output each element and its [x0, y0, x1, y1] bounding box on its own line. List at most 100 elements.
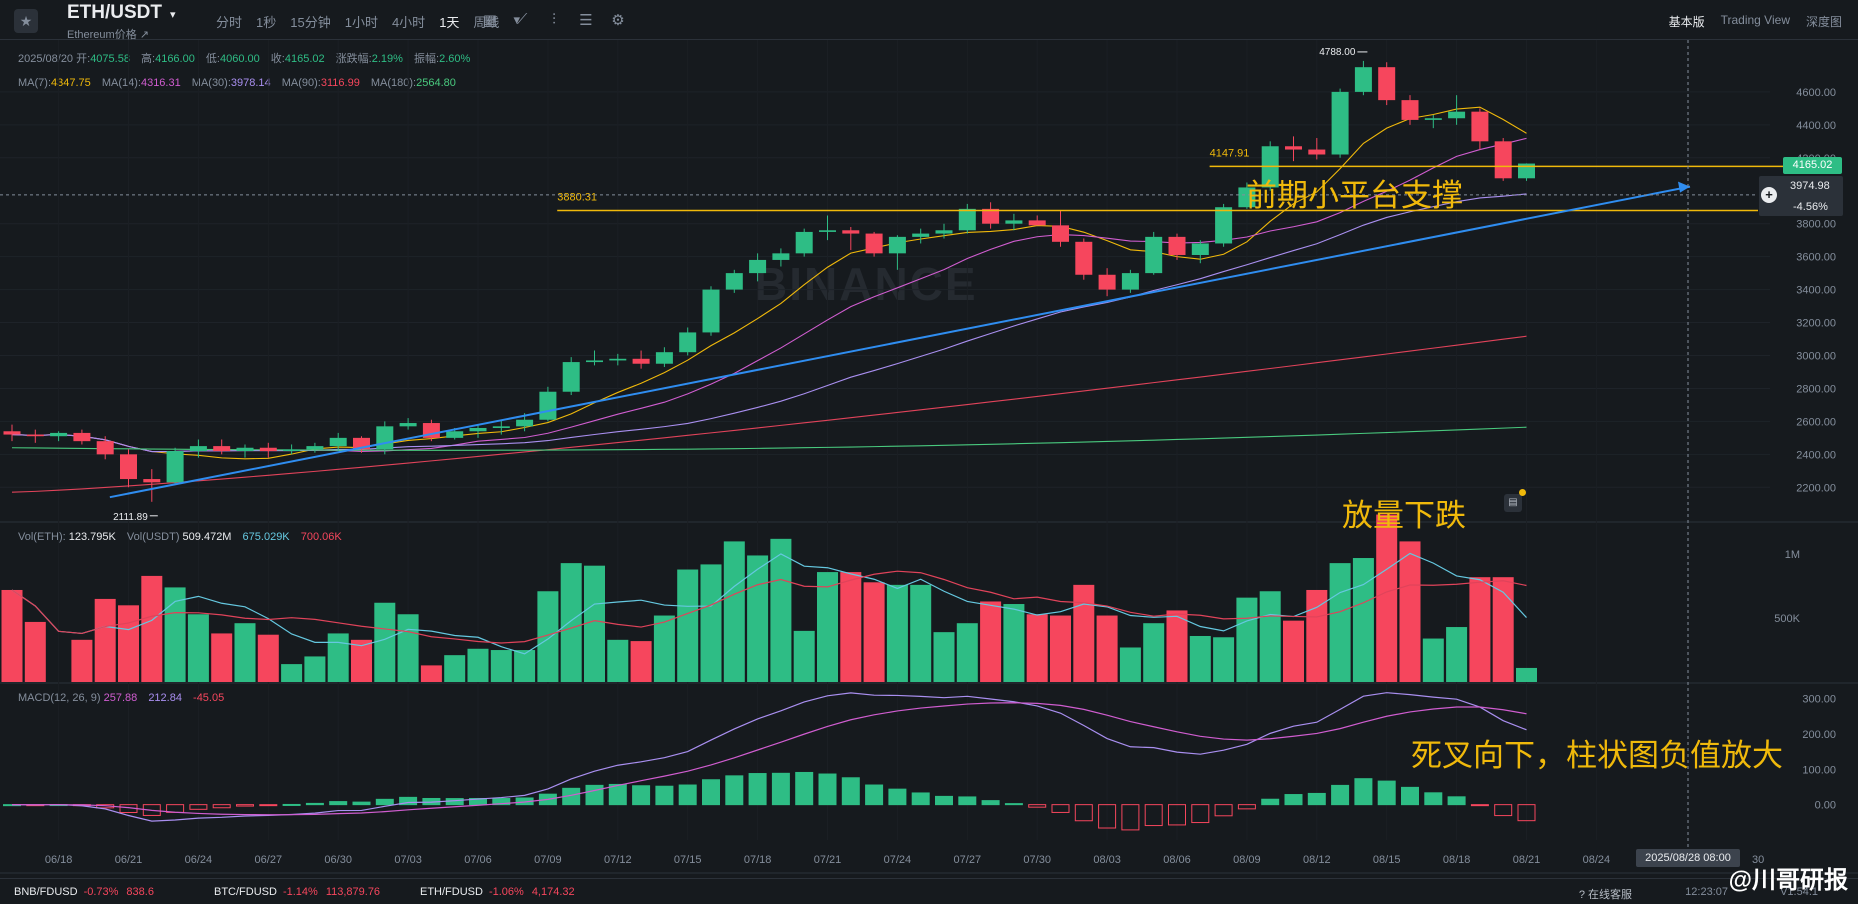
settings-gear-icon[interactable]: ⚙ — [611, 12, 625, 29]
symbol-title[interactable]: ETH/USDT — [67, 2, 162, 23]
clock: 12:23:07 — [1685, 886, 1728, 898]
indicator-icon[interactable]: ⫶ — [552, 11, 556, 28]
ma180-label: MA(180): — [370, 77, 417, 89]
interval-tab[interactable]: 4小时 — [391, 15, 426, 30]
calendar-icon[interactable]: ▦ — [482, 12, 498, 29]
volume-bar — [1446, 627, 1468, 682]
candle-body — [912, 233, 930, 237]
interval-tab[interactable]: 1小时 — [344, 15, 378, 30]
ticker-price: 838.6 — [126, 886, 154, 898]
volume-bar — [956, 623, 978, 682]
volume-bar — [770, 538, 792, 682]
vol-eth-label: Vol(ETH): — [18, 531, 66, 543]
volume-bar — [397, 614, 419, 682]
date-tick: 06/21 — [115, 854, 143, 866]
candle-body — [679, 332, 697, 353]
interval-tab[interactable]: 分时 — [216, 15, 243, 30]
interval-tab[interactable]: 周线 — [473, 15, 500, 30]
macd-bar — [771, 772, 790, 806]
volume-bar — [1283, 620, 1304, 682]
volume-bar — [1050, 615, 1071, 682]
macd-bar — [865, 784, 884, 806]
date-tick: 08/21 — [1513, 854, 1541, 866]
macd-bar — [375, 798, 394, 806]
candle-body — [888, 236, 906, 254]
date-tick: 07/30 — [1023, 854, 1051, 866]
low-value: 4060.00 — [219, 53, 260, 65]
macd-dea-line — [11, 702, 1527, 816]
volume-bar — [584, 565, 605, 682]
support-level-label: 3880.31 — [557, 191, 597, 203]
macd-bar — [492, 798, 511, 806]
view-depth-tab[interactable]: 深度图 — [1805, 15, 1842, 29]
candle-body — [1354, 67, 1372, 92]
candle-body — [469, 427, 487, 432]
view-basic-tab[interactable]: 基本版 — [1668, 15, 1705, 29]
date-tick: 08/09 — [1233, 854, 1261, 866]
volume-bar — [840, 572, 862, 682]
volume-bar — [1119, 647, 1141, 682]
candle-body — [50, 432, 68, 437]
online-support-link[interactable]: ? 在线客服 — [1578, 889, 1632, 901]
symbol-subtitle[interactable]: Ethereum价格 ↗ — [67, 29, 149, 41]
change-value: 2.19% — [371, 53, 403, 65]
notes-icon[interactable]: ▤ — [1504, 494, 1522, 512]
volume-bar — [1422, 638, 1444, 682]
ma30-value: 3978.14 — [230, 77, 271, 89]
draw-line-icon[interactable]: ⟋ — [516, 11, 528, 28]
macd-bar — [1517, 804, 1536, 822]
interval-tab-active[interactable]: 1天 — [439, 15, 460, 30]
candle-body — [539, 391, 557, 420]
macd-bar — [1191, 804, 1210, 824]
view-tradingview-tab[interactable]: Trading View — [1720, 13, 1790, 27]
ma14-label: MA(14): — [101, 77, 141, 89]
price-tick: 2200.00 — [1796, 482, 1836, 494]
candle-body — [1401, 100, 1419, 120]
candle-body — [842, 230, 860, 234]
add-alert-plus-icon[interactable]: + — [1761, 187, 1777, 203]
ticker-bar: BNB/FDUSD -0.73% 838.6 BTC/FDUSD -1.14% 113,… — [0, 878, 1858, 904]
change-label: 涨跌幅: — [335, 53, 372, 65]
annotation-macd: 死叉向下，柱状图负值放大 — [1411, 738, 1783, 773]
candle-body — [306, 446, 324, 450]
overlays: 3880.31 4147.91 4788.00 2111.89 — [0, 40, 1783, 848]
layout-icon[interactable]: ☰ — [579, 12, 593, 29]
support-level-label: 4147.91 — [1210, 147, 1250, 159]
candle-body — [516, 419, 534, 427]
symbol-dropdown-icon[interactable]: ▾ — [170, 9, 176, 21]
volume-ma-line — [11, 552, 1527, 655]
volume-bar — [1306, 589, 1328, 682]
ticker-item[interactable]: BNB/FDUSD -0.73% 838.6 — [14, 886, 162, 898]
macd-bar — [958, 796, 977, 806]
macd-bar — [1354, 778, 1373, 806]
interval-tab[interactable]: 1秒 — [256, 15, 277, 30]
macd-bar — [189, 804, 208, 810]
candle-body — [236, 447, 254, 452]
volume-bar — [1516, 667, 1537, 682]
top-toolbar: ★ ETH/USDT ▾ Ethereum价格 ↗ 分时 1秒 15分钟 1小时… — [0, 0, 1858, 41]
volume-bar — [933, 632, 955, 682]
interval-more-icon[interactable]: ▾ — [513, 12, 520, 27]
volume-tick: 500K — [1774, 613, 1800, 625]
ticker-item[interactable]: ETH/FDUSD -1.06% 4,174.32 — [420, 886, 583, 898]
price-tick: 4400.00 — [1796, 120, 1836, 132]
macd-bar — [1377, 780, 1396, 806]
crosshair-date: 2025/08/28 08:00 — [1636, 849, 1740, 867]
interval-tab[interactable]: 15分钟 — [290, 15, 331, 30]
vol-usdt-value: 509.472M — [182, 531, 232, 543]
volume-legend: Vol(ETH): 123.795K Vol(USDT) 509.472M 67… — [18, 531, 350, 543]
ma90-line — [11, 335, 1527, 493]
volume-bar — [211, 633, 233, 682]
favorite-star-icon[interactable]: ★ — [14, 9, 38, 33]
candle-body — [1215, 207, 1233, 244]
volume-bar — [910, 584, 932, 682]
date-tick: 07/12 — [604, 854, 632, 866]
candlestick-chart[interactable]: 3880.31 4147.91 4788.00 2111.89 4600.00 4400… — [0, 40, 1858, 878]
macd-dea-value: 212.84 — [148, 692, 182, 704]
volume-bar — [420, 665, 442, 682]
open-label: 开: — [76, 53, 91, 65]
annotation-volume: 放量下跌 — [1342, 498, 1466, 533]
online-support-label: 在线客服 — [1588, 889, 1632, 901]
ticker-item[interactable]: BTC/FDUSD -1.14% 113,879.76 — [214, 886, 388, 898]
price-tick: 3600.00 — [1796, 252, 1836, 264]
